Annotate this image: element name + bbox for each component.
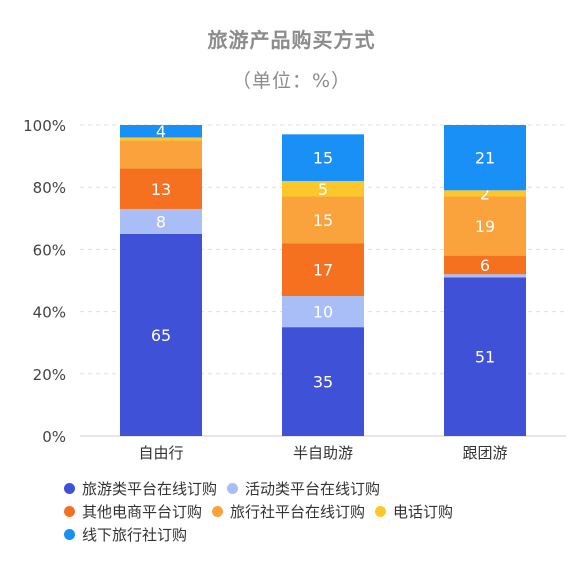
bar-segment-5-3 — [444, 190, 526, 197]
legend-item-3: 其他电商平台订购 — [64, 501, 202, 522]
stacked-bar-chart: 0%20%40%60%80%100%658134自由行35101715515半自… — [23, 117, 566, 462]
bar-segment-1-3 — [444, 277, 526, 436]
legend-item-6: 线下旅行社订购 — [64, 524, 187, 545]
data-label-6-3: 21 — [475, 149, 495, 168]
y-tick-label: 40% — [33, 304, 66, 322]
data-label-5-2: 5 — [318, 180, 328, 199]
legend-item-2: 活动类平台在线订购 — [227, 478, 380, 499]
legend-item-5: 电话订购 — [375, 501, 453, 522]
legend-label-1: 旅游类平台在线订购 — [82, 480, 218, 498]
bar-segment-4-1 — [120, 140, 202, 169]
bar-segment-3-2 — [282, 243, 364, 297]
bar-segment-6-3 — [444, 125, 526, 191]
y-tick-label: 20% — [33, 366, 66, 384]
data-label-4-3: 19 — [475, 217, 495, 236]
y-tick-label: 80% — [33, 179, 66, 197]
bar-segment-3-1 — [120, 168, 202, 209]
legend-label-2: 活动类平台在线订购 — [245, 480, 381, 498]
bar-segment-5-2 — [282, 180, 364, 197]
bar-segment-1-2 — [282, 327, 364, 436]
legend-row-2: 其他电商平台订购 旅行社平台在线订购 电话订购 — [64, 500, 564, 523]
bar-segment-6-1 — [120, 125, 202, 138]
legend-marker-1 — [64, 483, 75, 494]
data-label-1-3: 51 — [475, 348, 495, 367]
legend-marker-4 — [212, 506, 224, 517]
bar-segment-5-1 — [120, 137, 202, 141]
legend-label-4: 旅行社平台在线订购 — [230, 503, 366, 521]
data-label-2-2: 10 — [313, 303, 333, 322]
data-label-6-2: 15 — [313, 149, 333, 168]
y-tick-label: 60% — [33, 241, 66, 259]
chart-legend: 旅游类平台在线订购 活动类平台在线订购 其他电商平台订购 旅行社平台在线订购 电… — [64, 477, 564, 546]
bar-segment-2-1 — [120, 208, 202, 234]
data-label-3-2: 17 — [313, 261, 333, 280]
chart-subtitle: （单位：%） — [231, 70, 352, 92]
legend-marker-6 — [64, 529, 75, 540]
bar-segment-2-3 — [444, 274, 526, 278]
legend-marker-5 — [375, 506, 387, 517]
data-label-6-1: 4 — [156, 122, 166, 141]
bar-segment-6-2 — [282, 134, 364, 181]
y-tick-label: 0% — [42, 428, 66, 446]
data-label-3-1: 13 — [151, 180, 171, 199]
data-label-5-3: 2 — [480, 184, 490, 203]
legend-label-6: 线下旅行社订购 — [82, 526, 188, 544]
chart-title: 旅游产品购买方式 — [207, 28, 376, 52]
y-tick-label: 100% — [23, 117, 66, 135]
x-tick-label: 跟团游 — [462, 444, 507, 462]
legend-item-1: 旅游类平台在线订购 — [64, 478, 217, 499]
bar-segment-4-3 — [444, 196, 526, 256]
data-label-1-2: 35 — [313, 373, 333, 392]
data-label-4-2: 15 — [313, 211, 333, 230]
x-tick-label: 半自助游 — [293, 444, 353, 462]
legend-item-4: 旅行社平台在线订购 — [212, 501, 365, 522]
bar-segment-3-3 — [444, 255, 526, 275]
bar-segment-2-2 — [282, 296, 364, 328]
legend-label-5: 电话订购 — [393, 503, 454, 521]
legend-row-3: 线下旅行社订购 — [64, 523, 564, 546]
bar-segment-1-1 — [120, 233, 202, 436]
legend-label-3: 其他电商平台订购 — [82, 503, 203, 521]
x-tick-label: 自由行 — [138, 444, 183, 462]
legend-row-1: 旅游类平台在线订购 活动类平台在线订购 — [64, 477, 564, 500]
bar-segment-4-2 — [282, 196, 364, 244]
legend-marker-3 — [64, 506, 75, 517]
data-label-2-1: 8 — [156, 212, 166, 231]
data-label-3-3: 6 — [480, 256, 490, 275]
data-label-1-1: 65 — [151, 326, 171, 345]
legend-marker-2 — [227, 483, 239, 494]
